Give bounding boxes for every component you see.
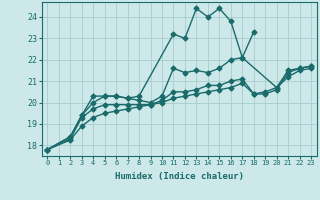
X-axis label: Humidex (Indice chaleur): Humidex (Indice chaleur): [115, 172, 244, 181]
